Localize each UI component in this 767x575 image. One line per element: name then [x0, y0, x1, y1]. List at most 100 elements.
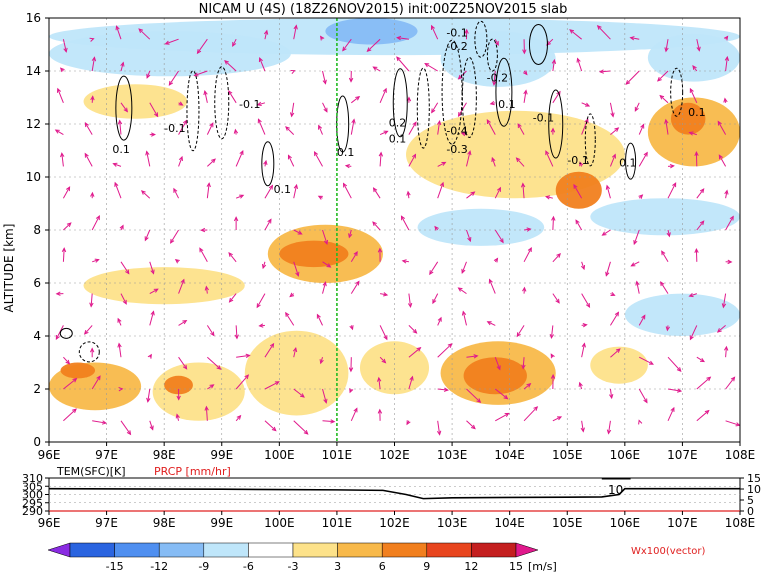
vector-head: [175, 413, 180, 419]
vector-head: [688, 131, 694, 136]
wind-vector: [235, 149, 244, 167]
colorbar: -15 -12 -9 -6 -3 3 6 9 12 15: [47, 542, 539, 573]
wind-vector: [164, 38, 179, 45]
wind-vector: [523, 89, 528, 103]
vector-shaft: [552, 416, 562, 422]
vector-label: Wx100(vector): [631, 546, 706, 557]
wind-vector: [258, 57, 266, 72]
vector-shaft: [545, 150, 554, 167]
vector-shaft: [149, 261, 155, 274]
wind-vector: [488, 278, 496, 294]
contour-line: [486, 38, 498, 72]
temperature-line: [48, 487, 740, 500]
wind-vector: [723, 35, 729, 41]
vector-shaft: [610, 312, 619, 326]
colorbar-segment: [471, 542, 517, 558]
surface-x-tick-label: 105E: [552, 516, 583, 530]
vector-head: [372, 66, 378, 71]
colorbar-label: -15: [106, 560, 124, 573]
surface-x-tick-label: 103E: [437, 516, 468, 530]
vector-head: [718, 154, 723, 160]
vector-head: [326, 263, 332, 268]
wind-vector: [396, 56, 410, 72]
surface-x-tick-label: 96E: [38, 516, 61, 530]
vector-head: [605, 184, 611, 190]
vector-shaft: [224, 60, 237, 72]
x-tick-label: 97E: [95, 448, 118, 462]
vector-head: [550, 353, 555, 359]
vector-head: [664, 118, 669, 124]
wind-vector: [178, 320, 188, 326]
wind-vector: [224, 60, 237, 72]
vector-shaft: [634, 102, 640, 112]
vector-shaft: [348, 229, 352, 238]
wind-vector: [634, 102, 640, 112]
vector-head: [396, 56, 401, 62]
positive-region: [83, 84, 188, 119]
vector-head: [261, 264, 267, 270]
wind-vector: [523, 227, 532, 232]
vector-shaft: [178, 279, 185, 294]
vector-head: [488, 278, 493, 284]
vector-head: [688, 292, 694, 298]
vector-head: [659, 94, 665, 100]
wind-vector: [610, 348, 621, 358]
vector-shaft: [689, 132, 697, 136]
wind-vector: [461, 310, 467, 326]
wind-vector: [138, 28, 151, 40]
wind-vector: [460, 132, 467, 137]
vector-shaft: [373, 66, 381, 72]
vector-head: [549, 333, 554, 340]
vector-head: [63, 47, 68, 53]
vector-shaft: [606, 185, 611, 199]
vector-shaft: [725, 420, 740, 426]
vector-shaft: [119, 120, 122, 135]
colorbar-segment: [158, 542, 205, 558]
x-tick-label: 102E: [379, 448, 410, 462]
wind-vector: [406, 96, 412, 103]
vector-head: [672, 182, 677, 188]
vector-head: [72, 408, 77, 414]
contours: 0.1-0.1-0.10.10.10.20.1-0.4-0.3-0.1-0.20…: [59, 20, 706, 363]
vector-head: [569, 29, 575, 34]
wind-vector: [92, 258, 100, 263]
wind-vector: [688, 292, 697, 298]
vector-head: [353, 251, 358, 257]
vector-shaft: [494, 187, 501, 199]
vector-shaft: [437, 317, 442, 326]
vector-shaft: [178, 320, 187, 326]
contour-line: [441, 39, 463, 145]
vector-head: [699, 357, 705, 363]
wind-vector: [667, 388, 683, 393]
wind-vector: [638, 151, 648, 167]
vector-shaft: [91, 215, 100, 231]
wind-vector: [596, 25, 611, 40]
vector-head: [396, 35, 402, 41]
wind-vector: [264, 184, 274, 199]
vector-head: [460, 132, 466, 137]
contour-label: -0.4: [446, 125, 467, 138]
vector-shaft: [113, 163, 122, 167]
wind-vector: [263, 159, 268, 167]
vector-head: [696, 46, 701, 52]
vector-head: [115, 25, 120, 31]
vector-shaft: [235, 374, 249, 390]
wind-vector: [199, 247, 208, 263]
wind-vector: [437, 181, 445, 199]
wind-vector: [606, 420, 612, 435]
vector-shaft: [665, 39, 669, 52]
wind-vector: [515, 157, 525, 167]
wind-vector: [342, 182, 352, 199]
vector-head: [147, 353, 152, 359]
vector-head: [467, 237, 472, 243]
vector-head: [285, 126, 290, 131]
wind-vector: [90, 191, 95, 199]
wind-vector: [550, 353, 555, 359]
surface-series: [48, 478, 740, 512]
vector-shaft: [350, 281, 360, 294]
surface-left-tick-label: 310: [22, 472, 43, 485]
vector-head: [579, 161, 584, 167]
y-tick-label: 6: [33, 276, 41, 290]
vector-shaft: [494, 229, 504, 243]
vector-head: [496, 365, 501, 371]
